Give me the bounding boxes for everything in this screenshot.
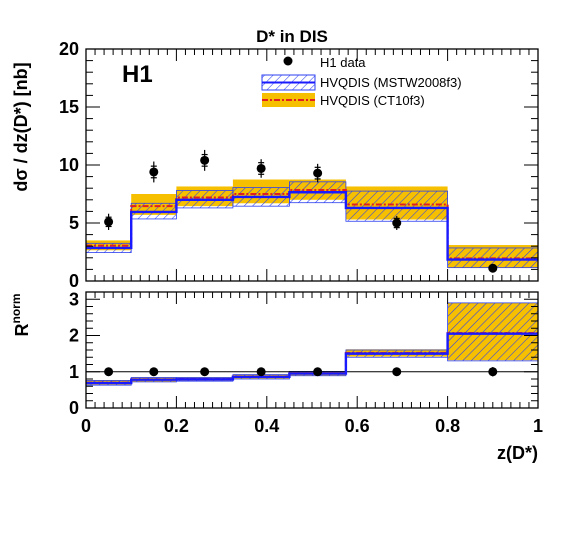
x-tick-label-5: 1 — [533, 416, 543, 436]
data-point-top-0 — [104, 217, 114, 227]
y-tick-label-bottom-0: 0 — [69, 398, 79, 418]
data-point-bottom-3 — [256, 367, 266, 377]
data-point-bottom-6 — [488, 367, 498, 377]
legend-label-mstw: HVQDIS (MSTW2008f3) — [320, 75, 462, 90]
data-point-top-5 — [392, 218, 402, 228]
mstw-central-line-top — [86, 191, 538, 261]
y-axis-title-top: dσ / dz(D*) [nb] — [11, 62, 31, 191]
bottom-panel: 0 1 2 3 — [69, 289, 539, 418]
legend-label-ct10: HVQDIS (CT10f3) — [320, 93, 425, 108]
data-point-top-3 — [256, 163, 266, 173]
data-point-bottom-1 — [149, 367, 159, 377]
data-point-top-4 — [313, 168, 323, 178]
y-tick-label-top-0: 0 — [69, 271, 79, 291]
y-tick-label-top-20: 20 — [59, 39, 79, 59]
data-point-bottom-5 — [392, 367, 402, 377]
mstw-central-line-bottom — [86, 332, 538, 385]
y-tick-label-bottom-2: 2 — [69, 326, 79, 346]
ct10-central-line-top — [86, 188, 538, 260]
x-axis-title: z(D*) — [497, 443, 538, 463]
x-tick-label-1: 0.2 — [164, 416, 189, 436]
legend-label-h1-data: H1 data — [320, 55, 366, 70]
y-axis-title-bottom-main: R — [12, 324, 32, 337]
y-tick-label-top-15: 15 — [59, 97, 79, 117]
chart-title: D* in DIS — [256, 27, 328, 46]
data-point-bottom-0 — [104, 367, 114, 377]
x-tick-label-0: 0 — [81, 416, 91, 436]
top-panel: 0 5 10 15 20 — [59, 39, 539, 291]
legend-marker-h1-data — [283, 56, 293, 66]
data-point-bottom-4 — [313, 367, 323, 377]
y-axis-title-bottom-sup: norm — [9, 294, 23, 324]
y-axis-title-bottom: Rnorm — [9, 294, 32, 337]
x-tick-label-4: 0.8 — [435, 416, 460, 436]
data-point-top-1 — [149, 167, 159, 177]
y-tick-label-top-5: 5 — [69, 213, 79, 233]
legend: H1 data HVQDIS (MSTW2008f3) HVQDIS (CT10… — [261, 55, 462, 108]
x-tick-label-3: 0.6 — [345, 416, 370, 436]
x-tick-label-2: 0.4 — [254, 416, 279, 436]
data-point-top-6 — [488, 263, 498, 273]
data-point-bottom-2 — [200, 367, 210, 377]
data-point-top-2 — [200, 155, 210, 165]
y-tick-label-top-10: 10 — [59, 155, 79, 175]
x-tick-labels: 0 0.2 0.4 0.6 0.8 1 — [81, 416, 543, 436]
experiment-label: H1 — [122, 61, 153, 88]
y-tick-label-bottom-3: 3 — [69, 289, 79, 309]
y-tick-label-bottom-1: 1 — [69, 362, 79, 382]
mstw-band-bottom-6 — [447, 302, 539, 362]
